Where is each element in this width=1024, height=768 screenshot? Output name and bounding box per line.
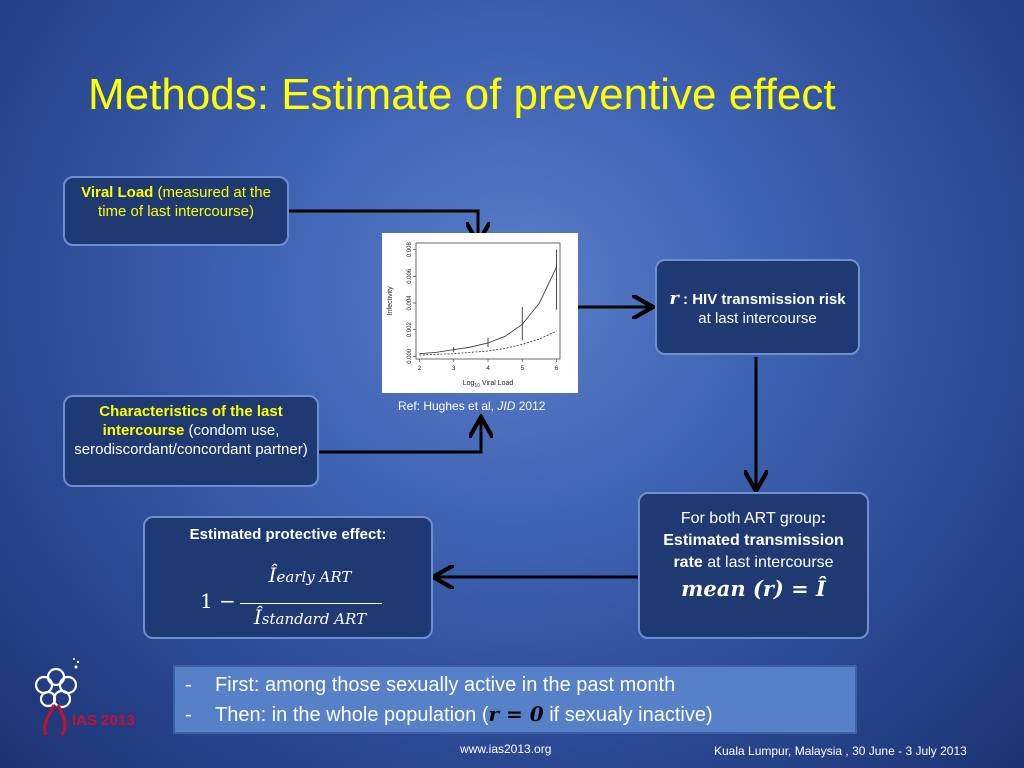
series-line-dashed [419, 330, 557, 356]
y-tick-label: 0.008 [407, 241, 413, 257]
x-tick-label: 2 [418, 365, 422, 372]
y-tick-label: 0.006 [407, 268, 413, 284]
bullet-text-1: First: among those sexually active in th… [215, 674, 676, 696]
chart-xlabel: Log10 Viral Load [463, 380, 514, 389]
ribbon-logo-icon [34, 667, 78, 736]
art-group-colon: : [820, 510, 827, 527]
footer-url: www.ias2013.org [460, 742, 552, 756]
art-group-box: For both ART group: Estimated transmissi… [638, 492, 869, 639]
transmission-risk-box: r : HIV transmission risk at last interc… [655, 259, 860, 355]
bullet-text-2-prefix: Then: in the whole population ( [215, 704, 489, 726]
arrow-viral-load-to-chart [289, 209, 478, 240]
art-group-intro: For both ART group [680, 510, 821, 527]
footer-event: Kuala Lumpur, Malaysia , 30 June - 3 Jul… [714, 744, 967, 758]
slide-title: Methods: Estimate of preventive effect [88, 70, 836, 119]
reference-journal: JID [497, 399, 516, 413]
characteristics-label: Characteristics of the last intercourse [99, 403, 283, 439]
mean-formula: mean (r) = Î [681, 576, 826, 601]
x-tick-label: 3 [452, 365, 456, 372]
reference-year: 2012 [515, 399, 546, 413]
y-tick-label: 0.002 [407, 321, 413, 337]
numerator-symbol: Î [268, 563, 277, 587]
denominator-subscript: standard ART [261, 610, 367, 628]
bullet-item-2: - Then: in the whole population (r = 0 if… [185, 700, 845, 730]
risk-detail: at last intercourse [698, 310, 817, 327]
y-tick-label: 0.004 [407, 295, 413, 311]
art-rate-detail: at last intercourse [702, 554, 834, 571]
characteristics-detail: (condom use, serodiscordant/concordant p… [74, 422, 308, 458]
chart-ylabel: Infectivity [387, 286, 394, 316]
x-tick-label: 4 [486, 365, 490, 372]
x-tick-label: 5 [520, 365, 524, 372]
denominator-symbol: Î [253, 605, 262, 629]
reference-citation: Ref: Hughes et al, JID 2012 [398, 399, 545, 413]
logo-text: IAS 2013 [72, 712, 135, 729]
bullet-text-2-suffix: if sexualy inactive) [543, 704, 713, 726]
bullet-box: - First: among those sexually active in t… [173, 665, 857, 734]
viral-load-label: Viral Load [81, 184, 154, 201]
formula-numerator: Îearly ART [240, 563, 380, 587]
bullet-dash: - [185, 704, 192, 726]
viral-load-detail: (measured at the time of last intercours… [98, 184, 271, 220]
characteristics-box: Characteristics of the last intercourse … [63, 395, 319, 487]
bullet-dash: - [185, 674, 192, 696]
protective-effect-title: Estimated protective effect: [189, 526, 387, 543]
formula-denominator: Îstandard ART [240, 605, 380, 629]
ias-logo: IAS 2013 [34, 658, 135, 736]
bullet-item-1: - First: among those sexually active in t… [185, 671, 845, 700]
x-tick-label: 6 [555, 365, 559, 372]
reference-prefix: Ref: Hughes et al, [398, 399, 498, 413]
risk-symbol: r [669, 288, 679, 309]
fraction-bar [240, 603, 382, 604]
protective-effect-box: Estimated protective effect: 1 − Îearly … [143, 516, 433, 639]
risk-label: : HIV transmission risk [678, 291, 846, 308]
arrow-characteristics-to-chart [319, 420, 481, 454]
one-minus: 1 − [200, 589, 236, 613]
infectivity-chart: 2 3 4 5 6 0.000 0.002 0.004 0.006 0.008 Log10 Vi… [382, 233, 578, 393]
bullet-formula: r = 0 [488, 702, 544, 726]
viral-load-box: Viral Load (measured at the time of last… [63, 176, 289, 246]
art-rate-label: Estimated transmission rate [663, 532, 844, 571]
y-tick-label: 0.000 [407, 348, 413, 364]
numerator-subscript: early ART [276, 568, 352, 586]
